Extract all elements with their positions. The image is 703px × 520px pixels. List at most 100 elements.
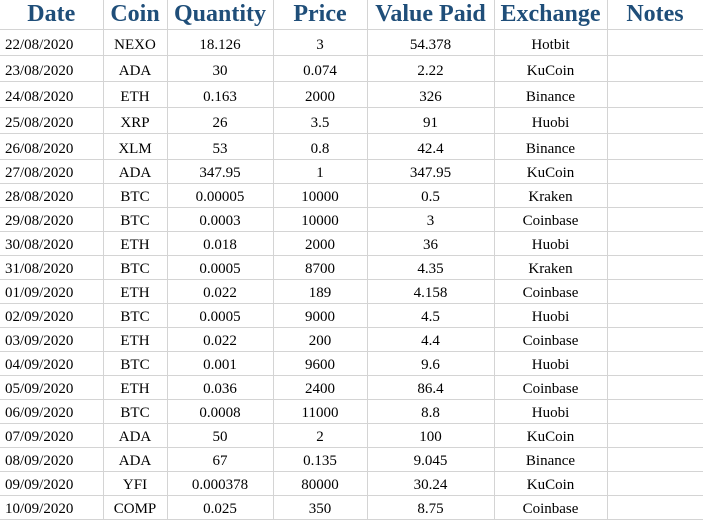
cell-value-paid[interactable]: 347.95 [367, 159, 495, 184]
cell-quantity[interactable]: 0.025 [167, 495, 274, 520]
cell-exchange[interactable]: Kraken [494, 183, 608, 208]
cell-price[interactable]: 2400 [273, 375, 368, 400]
header-notes[interactable]: Notes [607, 0, 703, 30]
cell-value-paid[interactable]: 86.4 [367, 375, 495, 400]
cell-price[interactable]: 8700 [273, 255, 368, 280]
cell-date[interactable]: 07/09/2020 [0, 423, 104, 448]
cell-price[interactable]: 3.5 [273, 107, 368, 134]
cell-coin[interactable]: BTC [103, 351, 168, 376]
cell-date[interactable]: 08/09/2020 [0, 447, 104, 472]
cell-exchange[interactable]: Binance [494, 133, 608, 160]
cell-exchange[interactable]: Hotbit [494, 29, 608, 56]
cell-price[interactable]: 0.074 [273, 55, 368, 82]
cell-coin[interactable]: ETH [103, 279, 168, 304]
cell-exchange[interactable]: Huobi [494, 107, 608, 134]
cell-date[interactable]: 05/09/2020 [0, 375, 104, 400]
cell-exchange[interactable]: KuCoin [494, 471, 608, 496]
cell-value-paid[interactable]: 8.75 [367, 495, 495, 520]
cell-quantity[interactable]: 18.126 [167, 29, 274, 56]
cell-price[interactable]: 9600 [273, 351, 368, 376]
cell-date[interactable]: 03/09/2020 [0, 327, 104, 352]
cell-date[interactable]: 27/08/2020 [0, 159, 104, 184]
cell-notes[interactable] [607, 107, 703, 134]
cell-price[interactable]: 350 [273, 495, 368, 520]
cell-quantity[interactable]: 30 [167, 55, 274, 82]
cell-coin[interactable]: COMP [103, 495, 168, 520]
cell-price[interactable]: 0.135 [273, 447, 368, 472]
cell-quantity[interactable]: 0.163 [167, 81, 274, 108]
cell-value-paid[interactable]: 30.24 [367, 471, 495, 496]
cell-value-paid[interactable]: 4.5 [367, 303, 495, 328]
cell-price[interactable]: 189 [273, 279, 368, 304]
cell-exchange[interactable]: Huobi [494, 303, 608, 328]
cell-exchange[interactable]: Kraken [494, 255, 608, 280]
header-value-paid[interactable]: Value Paid [367, 0, 495, 30]
cell-notes[interactable] [607, 159, 703, 184]
cell-quantity[interactable]: 347.95 [167, 159, 274, 184]
cell-date[interactable]: 09/09/2020 [0, 471, 104, 496]
cell-date[interactable]: 01/09/2020 [0, 279, 104, 304]
cell-value-paid[interactable]: 8.8 [367, 399, 495, 424]
cell-value-paid[interactable]: 0.5 [367, 183, 495, 208]
cell-exchange[interactable]: Binance [494, 81, 608, 108]
cell-coin[interactable]: ADA [103, 447, 168, 472]
cell-date[interactable]: 06/09/2020 [0, 399, 104, 424]
cell-exchange[interactable]: Huobi [494, 399, 608, 424]
cell-coin[interactable]: XRP [103, 107, 168, 134]
cell-notes[interactable] [607, 255, 703, 280]
cell-notes[interactable] [607, 471, 703, 496]
cell-date[interactable]: 25/08/2020 [0, 107, 104, 134]
cell-quantity[interactable]: 67 [167, 447, 274, 472]
cell-price[interactable]: 0.8 [273, 133, 368, 160]
cell-price[interactable]: 10000 [273, 207, 368, 232]
cell-coin[interactable]: BTC [103, 303, 168, 328]
cell-notes[interactable] [607, 207, 703, 232]
cell-notes[interactable] [607, 81, 703, 108]
cell-notes[interactable] [607, 183, 703, 208]
cell-exchange[interactable]: Huobi [494, 231, 608, 256]
cell-coin[interactable]: ADA [103, 423, 168, 448]
cell-exchange[interactable]: Coinbase [494, 375, 608, 400]
cell-quantity[interactable]: 0.0008 [167, 399, 274, 424]
cell-exchange[interactable]: Coinbase [494, 495, 608, 520]
cell-price[interactable]: 80000 [273, 471, 368, 496]
cell-exchange[interactable]: Huobi [494, 351, 608, 376]
cell-date[interactable]: 22/08/2020 [0, 29, 104, 56]
cell-coin[interactable]: YFI [103, 471, 168, 496]
cell-price[interactable]: 200 [273, 327, 368, 352]
cell-value-paid[interactable]: 9.045 [367, 447, 495, 472]
cell-notes[interactable] [607, 399, 703, 424]
header-price[interactable]: Price [273, 0, 368, 30]
cell-coin[interactable]: ADA [103, 159, 168, 184]
cell-notes[interactable] [607, 55, 703, 82]
cell-coin[interactable]: BTC [103, 207, 168, 232]
cell-price[interactable]: 3 [273, 29, 368, 56]
cell-price[interactable]: 10000 [273, 183, 368, 208]
cell-date[interactable]: 29/08/2020 [0, 207, 104, 232]
cell-exchange[interactable]: KuCoin [494, 55, 608, 82]
cell-value-paid[interactable]: 9.6 [367, 351, 495, 376]
cell-coin[interactable]: BTC [103, 183, 168, 208]
cell-price[interactable]: 1 [273, 159, 368, 184]
cell-price[interactable]: 11000 [273, 399, 368, 424]
cell-value-paid[interactable]: 100 [367, 423, 495, 448]
cell-notes[interactable] [607, 133, 703, 160]
cell-quantity[interactable]: 0.022 [167, 279, 274, 304]
cell-notes[interactable] [607, 423, 703, 448]
cell-quantity[interactable]: 26 [167, 107, 274, 134]
cell-value-paid[interactable]: 4.158 [367, 279, 495, 304]
cell-value-paid[interactable]: 54.378 [367, 29, 495, 56]
cell-value-paid[interactable]: 3 [367, 207, 495, 232]
cell-notes[interactable] [607, 327, 703, 352]
cell-coin[interactable]: BTC [103, 399, 168, 424]
cell-quantity[interactable]: 0.0003 [167, 207, 274, 232]
cell-value-paid[interactable]: 4.4 [367, 327, 495, 352]
cell-quantity[interactable]: 0.000378 [167, 471, 274, 496]
header-coin[interactable]: Coin [103, 0, 168, 30]
header-quantity[interactable]: Quantity [167, 0, 274, 30]
cell-quantity[interactable]: 0.018 [167, 231, 274, 256]
cell-notes[interactable] [607, 29, 703, 56]
cell-quantity[interactable]: 0.00005 [167, 183, 274, 208]
cell-coin[interactable]: BTC [103, 255, 168, 280]
cell-value-paid[interactable]: 36 [367, 231, 495, 256]
